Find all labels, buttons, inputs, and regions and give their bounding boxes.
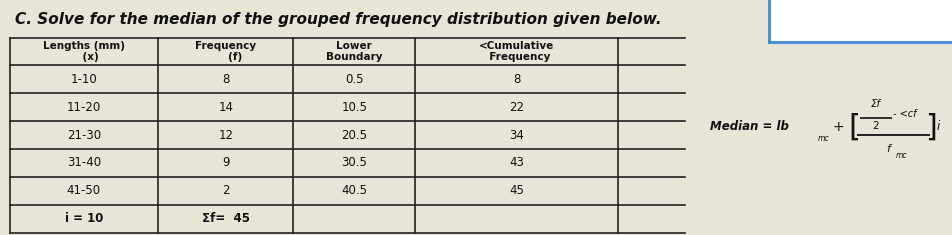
Text: Σf=  45: Σf= 45 xyxy=(202,212,249,225)
Text: 8: 8 xyxy=(222,73,229,86)
Text: [: [ xyxy=(848,112,861,141)
Text: Σf: Σf xyxy=(870,99,881,109)
Text: 10.5: 10.5 xyxy=(341,101,367,114)
Text: 30.5: 30.5 xyxy=(342,157,367,169)
Text: Median = lb: Median = lb xyxy=(710,120,788,133)
Text: 2: 2 xyxy=(872,121,879,131)
Text: 12: 12 xyxy=(218,129,233,142)
Text: mc: mc xyxy=(818,134,829,143)
Text: 2: 2 xyxy=(222,184,229,197)
Text: 9: 9 xyxy=(222,157,229,169)
Text: i = 10: i = 10 xyxy=(65,212,103,225)
Text: 45: 45 xyxy=(509,184,524,197)
Text: 43: 43 xyxy=(509,157,524,169)
FancyBboxPatch shape xyxy=(769,0,952,42)
Text: 1-10: 1-10 xyxy=(70,73,97,86)
Text: 11-20: 11-20 xyxy=(67,101,101,114)
Text: ]: ] xyxy=(925,112,937,141)
Text: 34: 34 xyxy=(509,129,524,142)
Text: +: + xyxy=(832,120,844,134)
Text: 14: 14 xyxy=(218,101,233,114)
Text: <Cumulative
  Frequency: <Cumulative Frequency xyxy=(479,41,554,62)
Text: 0.5: 0.5 xyxy=(345,73,364,86)
Text: 41-50: 41-50 xyxy=(67,184,101,197)
Text: 20.5: 20.5 xyxy=(341,129,367,142)
Text: Lengths (mm)
    (x): Lengths (mm) (x) xyxy=(43,41,125,62)
Text: 31-40: 31-40 xyxy=(67,157,101,169)
Text: C. Solve for the median of the grouped frequency distribution given below.: C. Solve for the median of the grouped f… xyxy=(15,12,662,27)
Text: f: f xyxy=(886,144,890,154)
Text: i: i xyxy=(937,120,940,133)
Text: Lower
Boundary: Lower Boundary xyxy=(326,41,383,62)
Text: mc: mc xyxy=(896,151,907,160)
Text: 40.5: 40.5 xyxy=(341,184,367,197)
Text: Frequency
     (f): Frequency (f) xyxy=(195,41,256,62)
Text: 22: 22 xyxy=(509,101,524,114)
Text: 21-30: 21-30 xyxy=(67,129,101,142)
Text: 8: 8 xyxy=(513,73,520,86)
Text: - <cf: - <cf xyxy=(893,109,917,119)
